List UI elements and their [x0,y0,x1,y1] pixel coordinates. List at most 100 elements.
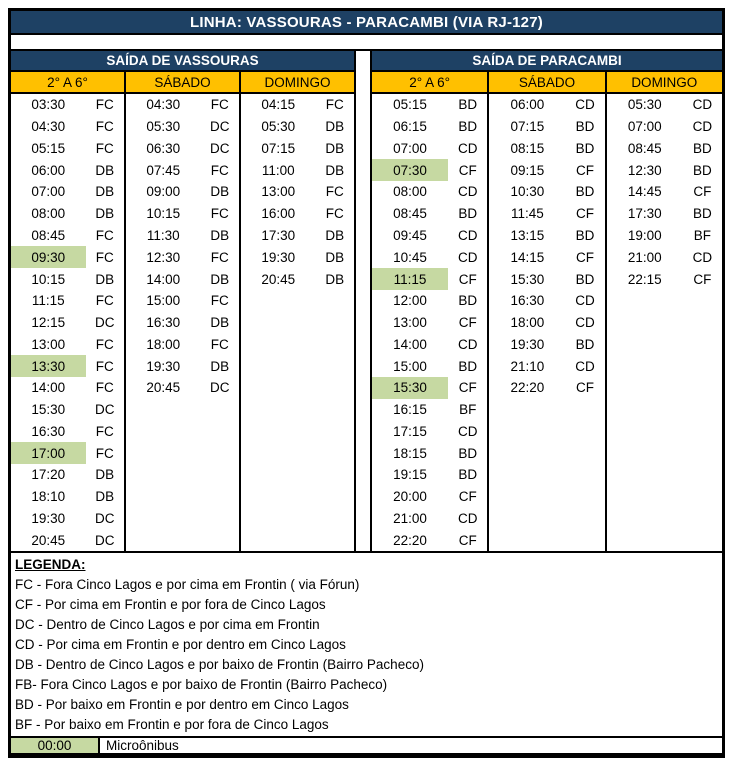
route-code: CF [576,206,595,222]
spacer-row [11,35,722,51]
timetable-row [607,508,722,530]
timetable-row: 19:30 DC [11,508,124,530]
route-code [316,420,354,442]
route-code: DB [95,162,115,178]
timetable-row: 06:00 DB [11,159,124,181]
route-code: DB [95,489,115,505]
timetable-row: 14:00 CD [372,333,487,355]
timetables-container: SAÍDA DE VASSOURAS 2° A 6° SÁBADO DOMING… [11,51,722,551]
departure-time: 10:45 [393,249,427,265]
timetable-row: 17:30 BD [607,203,722,225]
departure-time: 07:00 [31,184,66,200]
route-code: CF [576,162,595,178]
departure-time [607,377,683,399]
route-code [565,464,604,486]
legend-item: FC - Fora Cinco Lagos e por cima em Fron… [15,576,360,592]
timetable-row: 10:30 BD [489,181,604,203]
departure-time: 14:00 [146,271,181,287]
timetable-row: 07:00 CD [607,116,722,138]
timetable-row: 22:20 CF [489,377,604,399]
route-code: CD [575,97,595,113]
departure-time: 07:00 [627,119,662,135]
legend-item: FB- Fora Cinco Lagos e por baixo de Fron… [15,676,388,692]
route-code [683,290,722,312]
route-code: FC [210,97,229,113]
timetable-row [607,355,722,377]
route-code: FC [95,423,114,439]
route-code [316,355,354,377]
departure-time [241,312,316,334]
departure-time: 12:00 [393,293,427,309]
route-code: DB [95,184,115,200]
timetable-row [241,464,354,486]
route-code: CD [457,336,478,352]
timetable-row: 13:30 FC [11,355,124,377]
timetable-row: 20:00 CF [372,486,487,508]
departure-time: 07:45 [146,162,181,178]
route-code: BD [692,206,712,222]
timetable-row: 06:15 BD [372,116,487,138]
legend-title: LEGENDA: [15,557,86,572]
route-code: DC [95,315,115,331]
page-title: LINHA: VASSOURAS - PARACAMBI (VIA RJ-127… [11,11,722,35]
route-code: BD [575,271,595,287]
vassouras-table: SAÍDA DE VASSOURAS 2° A 6° SÁBADO DOMING… [11,51,356,551]
route-code [201,420,239,442]
route-code [316,333,354,355]
departure-time [241,377,316,399]
timetable-row: 07:15 BD [489,116,604,138]
departure-time [489,442,565,464]
route-code [565,508,604,530]
departure-time: 10:30 [510,184,545,200]
timetable-row: 12:15 DC [11,312,124,334]
legend-items: FC - Fora Cinco Lagos e por cima em Fron… [11,574,722,734]
departure-time: 08:00 [31,206,66,222]
departure-time: 19:30 [31,510,66,526]
timetable-row [241,529,354,551]
departure-time: 08:00 [393,184,427,200]
timetable-row [607,399,722,421]
timetable-row: 11:15 FC [11,290,124,312]
legend-item: BD - Por baixo em Frontin e por dentro e… [15,696,349,712]
departure-time: 13:00 [393,315,427,331]
route-code [683,464,722,486]
departure-time: 15:30 [31,402,66,418]
timetable-row [607,312,722,334]
timetable-row: 18:10 DB [11,486,124,508]
timetable-row: 17:00 FC [11,442,124,465]
departure-time [241,290,316,312]
timetable-row [241,312,354,334]
departure-time [126,508,201,530]
departure-time: 09:45 [393,227,427,243]
timetable-row [126,464,239,486]
timetable-sheet: LINHA: VASSOURAS - PARACAMBI (VIA RJ-127… [8,8,725,758]
route-code: BD [458,358,478,374]
timetable-row [241,486,354,508]
departure-time: 19:00 [627,227,662,243]
departure-time: 08:15 [510,140,545,156]
departure-time: 04:30 [146,97,181,113]
departure-time: 06:15 [393,119,427,135]
timetable-row: 05:15 FC [11,138,124,160]
day-header-saturday: SÁBADO [487,72,605,92]
departure-time: 19:30 [510,336,545,352]
route-code [201,486,239,508]
route-code: CD [457,423,478,439]
departure-time: 14:00 [393,336,427,352]
departure-time: 07:00 [393,140,427,156]
route-code [316,464,354,486]
timetable-row: 15:00 BD [372,355,487,377]
timetable-row [607,442,722,464]
route-code: BD [575,140,595,156]
route-code [683,486,722,508]
timetable-row: 16:30 FC [11,420,124,442]
departure-time: 11:15 [31,293,65,309]
timetable-row: 20:45 DC [11,529,124,551]
route-code [316,399,354,421]
route-code: CD [692,97,713,113]
route-code: FC [95,336,114,352]
timetable-row [241,442,354,464]
timetable-row [241,399,354,421]
route-code: DB [325,249,345,265]
departure-time [607,508,683,530]
